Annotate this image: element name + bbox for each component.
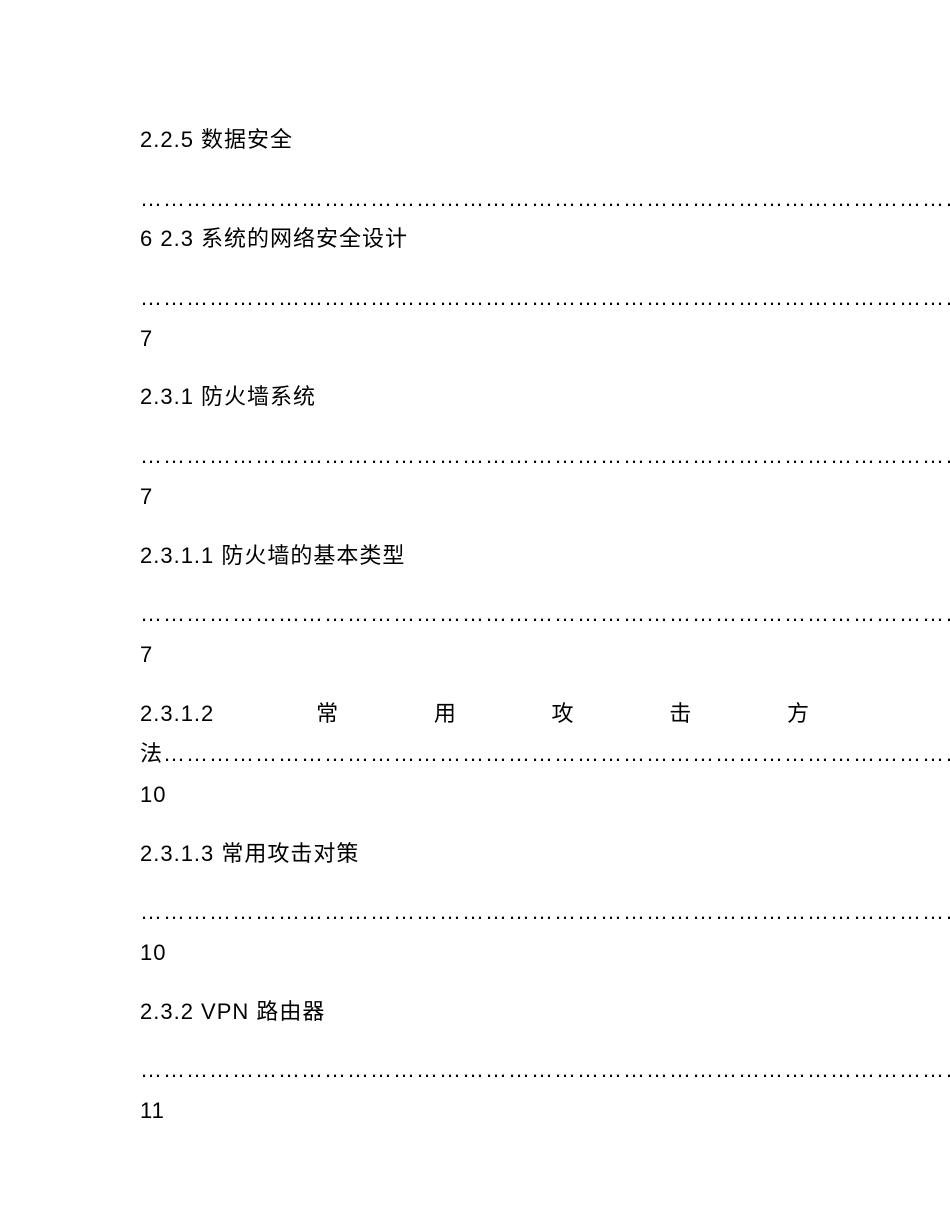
toc-entry-2-3-leader: ……………………………………………………………………………………………………… … [140, 278, 810, 359]
toc-entry-2-3-1-leader: …………………………………………………………………………………………………………… [140, 436, 810, 517]
toc-entry-2-3-1-3-leader: …………………………………………………………………………………………………… 1… [140, 892, 810, 973]
toc-entry-2-3-1-2: 2.3.1.2 常用攻击方法……………………………………………………………………… [140, 694, 810, 816]
toc-entry-2-3-2-leader: …………………………………………………………………………………………………………… [140, 1050, 810, 1131]
toc-entry-2-3-2-title: 2.3.2 VPN 路由器 [140, 992, 810, 1033]
toc-entry-2-3-1-1-leader: …………………………………………………………………………………………………… 7 [140, 594, 810, 675]
document-page: 2.2.5 数据安全 ……………………………………………………………………………… [0, 0, 950, 1230]
toc-content: 2.2.5 数据安全 ……………………………………………………………………………… [140, 120, 810, 1150]
toc-entry-2-3-1-3-title: 2.3.1.3 常用攻击对策 [140, 834, 810, 875]
toc-entry-2-3-1-1-title: 2.3.1.1 防火墙的基本类型 [140, 536, 810, 577]
toc-entry-2-2-5-title: 2.2.5 数据安全 [140, 120, 810, 161]
toc-entry-2-3-1-title: 2.3.1 防火墙系统 [140, 377, 810, 418]
toc-entry-2-2-5-leader-and-2-3-title: …………………………………………………………………………………………………………… [140, 179, 810, 260]
